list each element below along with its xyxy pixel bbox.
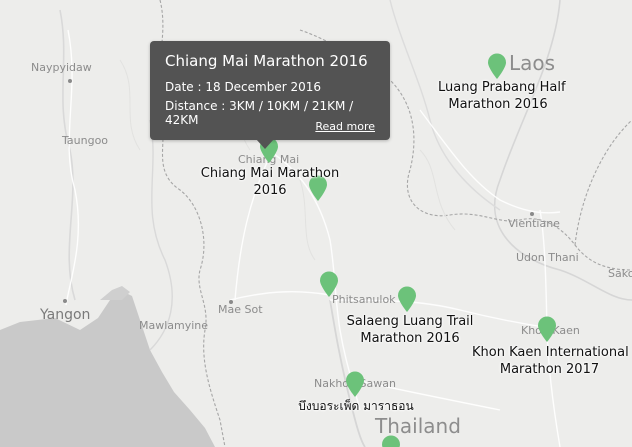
map-pin-icon <box>488 53 506 79</box>
city-label-mae-sot: Mae Sot <box>218 303 263 316</box>
marker-pin-chiang-mai-2[interactable] <box>308 175 328 202</box>
map-pin-icon <box>382 435 400 447</box>
city-dot-mae-sot <box>229 300 233 304</box>
city-label-yangon: Yangon <box>40 307 91 323</box>
marker-label-chiang-mai[interactable]: Chiang Mai Marathon 2016 <box>200 165 340 199</box>
map-pin-icon <box>538 316 556 342</box>
marker-label-luang-prabang[interactable]: Luang Prabang Half Marathon 2016 <box>438 79 566 113</box>
country-label-laos: Laos <box>509 51 556 75</box>
city-dot-yangon <box>63 299 67 303</box>
city-dot-naypyidaw <box>68 79 72 83</box>
marker-label-line: Chiang Mai Marathon <box>200 166 340 181</box>
marker-pin-salaeng-luang[interactable] <box>397 286 417 313</box>
marker-pin-luang-prabang[interactable] <box>487 53 507 80</box>
marker-pin-khon-kaen[interactable] <box>537 316 557 343</box>
popup-distance: Distance : 3KM / 10KM / 21KM / 42KM <box>165 99 354 127</box>
marker-label-bueng-boraphet[interactable]: บึงบอระเพ็ด มาราธอน <box>292 398 420 415</box>
city-label-sakon: Sako <box>608 267 632 280</box>
marker-pin-thailand[interactable] <box>381 435 401 447</box>
city-label-mawlamyine: Mawlamyine <box>139 319 209 332</box>
marker-label-line: Marathon 2016 <box>360 331 460 346</box>
marker-pin-bueng-boraphet[interactable] <box>345 371 365 398</box>
city-label-udon-thani: Udon Thani <box>516 251 579 264</box>
marker-label-khon-kaen[interactable]: Khon Kaen International Marathon 2017 <box>472 344 629 378</box>
city-dot-vientiane <box>530 212 534 216</box>
map-pin-icon <box>346 371 364 397</box>
popup-title: Chiang Mai Marathon 2016 <box>165 52 368 70</box>
marker-label-salaeng-luang[interactable]: Salaeng Luang Trail Marathon 2016 <box>340 313 480 347</box>
city-label-naypyidaw: Naypyidaw <box>31 61 92 74</box>
map-pin-icon <box>398 286 416 312</box>
read-more-link[interactable]: Read more <box>315 120 375 133</box>
marker-label-line: 2016 <box>253 183 287 198</box>
marker-label-line: Marathon 2016 <box>448 97 548 112</box>
marker-label-line: Salaeng Luang Trail <box>346 314 474 329</box>
country-label-thailand: Thailand <box>375 414 461 438</box>
marker-popup: Chiang Mai Marathon 2016 Date : 18 Decem… <box>150 41 390 149</box>
marker-label-line: Marathon 2017 <box>499 362 600 377</box>
city-label-phitsanulok: Phitsanulok <box>332 293 396 306</box>
popup-date: Date : 18 December 2016 <box>165 80 322 94</box>
marker-pin-phitsanulok[interactable] <box>319 271 339 298</box>
marker-label-line: Khon Kaen International <box>472 345 629 360</box>
city-label-vientiane: Vientiane <box>508 217 560 230</box>
marker-label-line: บึงบอระเพ็ด มาราธอน <box>298 399 414 413</box>
map-pin-icon <box>320 271 338 297</box>
city-label-taungoo: Taungoo <box>62 134 109 147</box>
map-pin-icon <box>309 175 327 201</box>
popup-arrow <box>256 139 274 149</box>
marker-label-line: Luang Prabang Half <box>438 80 566 95</box>
